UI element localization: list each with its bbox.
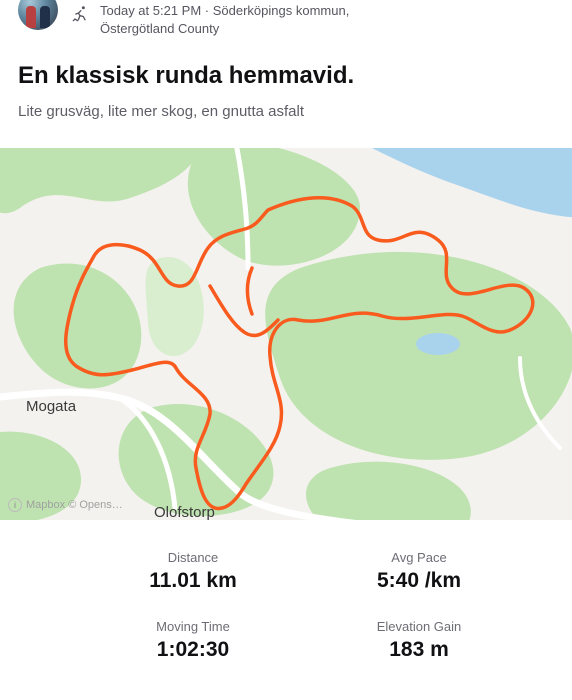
stats-grid: Distance 11.01 km Avg Pace 5:40 /km Movi…: [0, 520, 572, 682]
info-icon: i: [8, 498, 22, 512]
stat-label: Moving Time: [100, 619, 286, 634]
activity-header: Today at 5:21 PM · Söderköpings kommun, …: [0, 0, 572, 47]
stat-value: 183 m: [326, 638, 512, 662]
activity-title: En klassisk runda hemmavid.: [18, 61, 554, 91]
activity-meta: Today at 5:21 PM · Söderköpings kommun, …: [100, 2, 400, 37]
stat-value: 11.01 km: [100, 569, 286, 593]
run-icon: [70, 2, 90, 24]
map-svg: [0, 148, 572, 520]
stat-pace: Avg Pace 5:40 /km: [326, 550, 512, 593]
stat-label: Elevation Gain: [326, 619, 512, 634]
map-label: Mogata: [26, 398, 76, 415]
stat-label: Avg Pace: [326, 550, 512, 565]
activity-map[interactable]: Mogata Olofstorp i Mapbox © Opens…: [0, 148, 572, 520]
avatar[interactable]: [18, 0, 58, 30]
stat-distance: Distance 11.01 km: [100, 550, 286, 593]
map-label: Olofstorp: [154, 504, 215, 520]
stat-time: Moving Time 1:02:30: [100, 619, 286, 662]
title-block: En klassisk runda hemmavid. Lite grusväg…: [0, 47, 572, 126]
stat-label: Distance: [100, 550, 286, 565]
activity-subtitle: Lite grusväg, lite mer skog, en gnutta a…: [18, 101, 554, 122]
map-attribution[interactable]: i Mapbox © Opens…: [8, 498, 123, 512]
stat-value: 5:40 /km: [326, 569, 512, 593]
stat-elevation: Elevation Gain 183 m: [326, 619, 512, 662]
timestamp: Today at 5:21 PM: [100, 3, 201, 18]
stat-value: 1:02:30: [100, 638, 286, 662]
attribution-text: Mapbox © Opens…: [26, 499, 123, 511]
meta-block: Today at 5:21 PM · Söderköpings kommun, …: [70, 0, 400, 37]
